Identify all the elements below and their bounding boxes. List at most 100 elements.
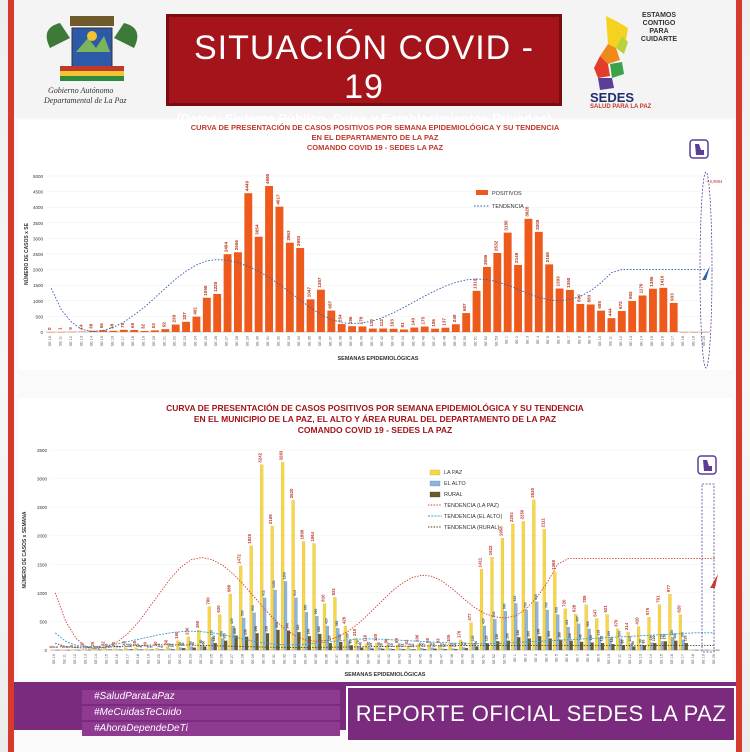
- logo-tagline: SALUD PARA LA PAZ: [590, 104, 652, 110]
- chart1-xlabel: SEMANAS EPIDEMIOLÓGICAS: [338, 354, 419, 362]
- chart2-data-label: 590: [314, 609, 318, 615]
- chart1-data-label: 106: [431, 319, 436, 327]
- chart2-bar-la-paz: [459, 639, 463, 651]
- chart2-data-label: 628: [572, 604, 577, 612]
- chart2-bar-el-alto: [388, 648, 392, 651]
- chart2-bar-rural: [548, 638, 552, 651]
- chart2-xtick: SE 9: [597, 654, 601, 662]
- chart1-xtick: SE 19: [691, 336, 695, 346]
- chart1-bar: [451, 324, 460, 332]
- chart2-data-label: 160: [174, 631, 179, 639]
- chart1-data-label: 1357: [317, 277, 322, 288]
- chart2-xtick: SE 36: [324, 654, 328, 664]
- chart1-title-line1: CURVA DE PRESENTACIÓN DE CASOS POSITIVOS…: [190, 123, 560, 132]
- chart2-data-label: 620: [676, 605, 681, 613]
- chart2-data-label: 5: [149, 646, 153, 648]
- chart1-bar: [182, 321, 191, 332]
- chart1-xtick: SE 25: [204, 336, 208, 346]
- chart1-bar: [254, 236, 263, 332]
- chart1-bar: [358, 326, 367, 332]
- chart2-data-label: 120: [373, 633, 378, 641]
- chart2-xtick: SE 5: [555, 654, 559, 662]
- chart2-data-label: 250: [233, 628, 237, 634]
- chart2-bar-el-alto: [221, 638, 225, 651]
- chart2-bar-el-alto: [200, 645, 204, 651]
- chart1-bar: [555, 288, 564, 332]
- chart2-bar-la-paz: [165, 646, 170, 651]
- chart2-data-label: 3: [59, 645, 64, 648]
- chart2-data-label: 25: [90, 641, 95, 646]
- chart2-bar-la-paz: [312, 543, 316, 651]
- chart2-bar-rural: [653, 643, 657, 651]
- chart2-data-label: 700: [544, 602, 548, 608]
- chart1-data-label: 254: [338, 314, 343, 322]
- chart2-xtick: SE 12: [628, 654, 632, 664]
- chart1-data-label: 3185: [504, 220, 509, 231]
- chart2-bar-rural: [642, 645, 646, 651]
- chart2-xtick: SE 12: [73, 654, 77, 664]
- chart1-bar: [389, 328, 398, 332]
- chart2-xtick: SE 43: [398, 654, 402, 664]
- chart1-bar: [202, 297, 211, 332]
- chart2-data-label: 240: [306, 629, 310, 635]
- chart2-panel: CURVA DE PRESENTACIÓN DE CASOS POSITIVOS…: [18, 398, 732, 680]
- chart2-bar-rural: [276, 629, 280, 651]
- chart2-bar-rural: [580, 641, 584, 651]
- chart2-data-label: 230: [184, 627, 189, 635]
- chart2-bar-rural: [171, 649, 175, 651]
- chart2-data-label: 0: [52, 646, 56, 648]
- chart1-svg: 0 500 1000 1500 2000 2500 3000 3500 4000 4500 5000…: [23, 139, 723, 369]
- chart2-bar-rural: [423, 649, 427, 651]
- chart1-data-label: 685: [597, 301, 602, 309]
- chart2-bar-el-alto: [451, 648, 455, 651]
- chart1-bar: [586, 304, 595, 332]
- chart2-bar-la-paz: [385, 645, 389, 651]
- chart2-bar-la-paz: [134, 647, 138, 651]
- sedes-logo: ESTAMOS CONTIGO PARA CUIDARTE SEDES SALU…: [588, 8, 688, 112]
- chart1-data-label: 53: [151, 323, 156, 329]
- chart2-bar-rural: [203, 646, 207, 651]
- chart2-bar-la-paz: [239, 565, 243, 651]
- chart2-data-label: 218: [597, 630, 601, 636]
- chart2-xtick: SE 2: [523, 654, 527, 662]
- chart2-bar-rural: [265, 633, 270, 651]
- chart2-xtick: SE 17: [126, 654, 130, 664]
- logo-para: PARA: [649, 28, 669, 35]
- chart2-bar-rural: [360, 647, 364, 651]
- chart2-data-label: 789: [582, 595, 587, 603]
- chart1-bar: [638, 295, 647, 332]
- chart2-title-line2: EN EL MUNICIPIO DE LA PAZ, EL ALTO Y ÁRE…: [193, 414, 557, 424]
- chart2-xtick: SE 23: [188, 654, 192, 664]
- chart2-data-label: 80: [383, 638, 388, 643]
- chart1-trend-line: [50, 259, 705, 332]
- chart1-xtick: SE 37: [328, 336, 332, 346]
- chart2-data-label: 120: [484, 635, 488, 641]
- chart2-data-label: 25: [450, 643, 454, 647]
- chart2-xlabel: SEMANAS EPIDEMIOLÓGICAS: [345, 670, 426, 678]
- chart1-xtick: SE 43: [391, 336, 395, 346]
- chart2-xtick: SE 35: [314, 654, 318, 664]
- chart2-data-label: 88: [394, 638, 399, 643]
- chart1-data-label: 0: [47, 327, 52, 330]
- chart2-xtick: SE 19: [701, 654, 705, 664]
- chart2-data-label: 420: [341, 616, 346, 624]
- chart2-data-label: 160: [345, 633, 349, 639]
- chart2-bar-rural: [192, 647, 196, 651]
- chart2-data-label: 457: [576, 616, 580, 622]
- chart2-xtick: SE 49: [461, 654, 465, 664]
- chart2-data-label: 199: [607, 631, 611, 637]
- chart2-ytick: 500: [39, 619, 47, 624]
- chart2-data-label: 310: [296, 625, 300, 631]
- chart1-bar: [296, 247, 305, 332]
- chart2-bar-el-alto: [503, 611, 507, 651]
- chart2-xtick: SE 52: [492, 654, 496, 664]
- chart1-bar: [410, 327, 419, 332]
- chart2-data-label: 140: [579, 634, 583, 640]
- chart2-ytick: 3500: [37, 448, 48, 453]
- chart1-data-label: 143: [410, 317, 415, 325]
- chart1-xtick: SE 24: [193, 336, 197, 346]
- chart1-data-label: 1: [58, 327, 63, 330]
- chart2-data-label: 20: [398, 643, 402, 647]
- chart1-xtick: SE 7: [567, 336, 571, 344]
